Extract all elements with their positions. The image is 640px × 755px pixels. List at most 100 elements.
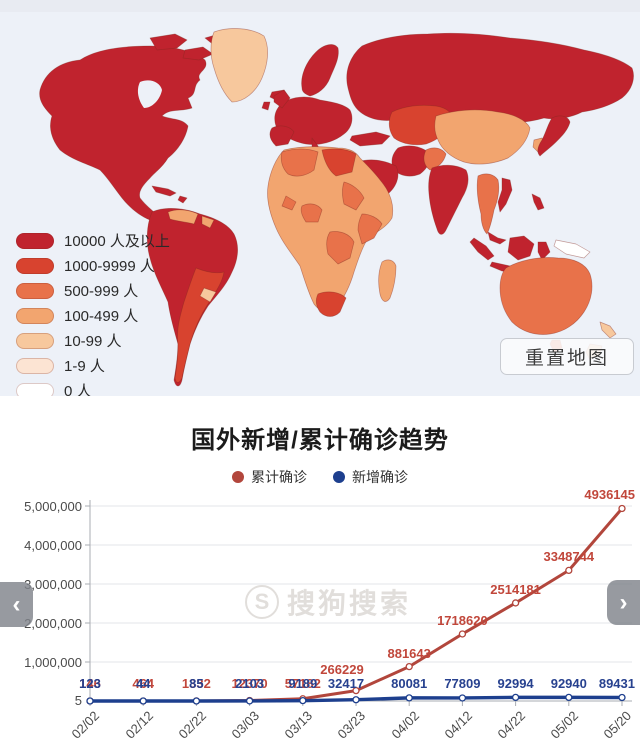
map-legend-item: 1-9 人 — [16, 353, 170, 378]
data-point-label: 77809 — [444, 676, 481, 691]
data-point[interactable] — [352, 696, 360, 704]
data-point[interactable] — [458, 630, 467, 638]
map-legend-item: 100-499 人 — [16, 303, 170, 328]
map-legend-item: 0 人 — [16, 378, 170, 403]
data-point[interactable] — [405, 662, 413, 671]
data-point[interactable] — [618, 693, 626, 702]
data-point-label: 266229 — [320, 662, 364, 677]
map-legend-item: 500-999 人 — [16, 278, 170, 303]
prev-arrow-button[interactable]: ‹ — [0, 582, 33, 627]
data-point-label: 12370 — [231, 676, 268, 691]
data-point[interactable] — [565, 693, 573, 702]
data-point[interactable] — [511, 599, 520, 607]
country-arctic-island-2[interactable] — [182, 46, 214, 61]
next-arrow-button[interactable]: › — [607, 580, 640, 625]
data-point-label: 92994 — [497, 676, 534, 691]
country-algeria[interactable] — [280, 148, 319, 177]
data-point-label: 3348744 — [543, 549, 595, 565]
data-point[interactable] — [511, 693, 520, 702]
country-scandinavia[interactable] — [301, 44, 339, 97]
country-greenland[interactable] — [210, 28, 268, 103]
country-china[interactable] — [434, 109, 531, 165]
chart-legend-item[interactable]: 累计确诊 — [232, 467, 307, 487]
reset-map-button[interactable]: 重置地图 — [500, 338, 634, 375]
country-paraguay[interactable] — [199, 287, 217, 303]
legend-series-name: 累计确诊 — [251, 469, 307, 485]
country-ghana[interactable] — [281, 195, 297, 211]
data-point-label: 2103 — [235, 676, 265, 691]
data-point-label: 1718620 — [437, 612, 488, 628]
country-arctic-island-1[interactable] — [149, 33, 188, 51]
data-point[interactable] — [139, 697, 147, 705]
country-india[interactable] — [428, 164, 469, 235]
country-hispaniola[interactable] — [177, 195, 188, 204]
data-point-label: 44 — [135, 676, 151, 691]
country-philippines[interactable] — [531, 193, 545, 211]
country-uk[interactable] — [273, 89, 291, 109]
country-sudan[interactable] — [342, 181, 365, 211]
country-madagascar[interactable] — [378, 259, 397, 302]
map-legend-item: 10000 人及以上 — [16, 228, 170, 253]
legend-label: 500-999 人 — [64, 283, 139, 300]
data-point[interactable] — [192, 697, 201, 705]
data-point[interactable] — [86, 697, 94, 705]
country-sulawesi[interactable] — [537, 241, 551, 261]
data-point[interactable] — [565, 566, 573, 575]
country-iran[interactable] — [391, 145, 430, 177]
country-egypt[interactable] — [321, 148, 357, 177]
chart-legend-item[interactable]: 新增确诊 — [333, 467, 408, 487]
data-point-label: 123 — [79, 676, 101, 691]
world-choropleth-map[interactable] — [0, 0, 640, 396]
chart-canvas[interactable] — [0, 396, 640, 755]
country-nigeria[interactable] — [300, 203, 323, 223]
country-sumatra[interactable] — [469, 237, 495, 261]
data-point-label: 92940 — [550, 676, 587, 691]
data-point-label: 4936145 — [584, 487, 635, 503]
legend-swatch — [16, 232, 54, 249]
legend-label: 0 人 — [64, 383, 92, 400]
data-point-label: 464 — [132, 676, 155, 691]
country-borneo[interactable] — [507, 235, 535, 261]
chart-title: 国外新增/累计确诊趋势 — [191, 427, 449, 454]
country-ireland[interactable] — [261, 101, 271, 111]
country-cuba[interactable] — [151, 185, 177, 197]
country-thailand[interactable] — [476, 173, 500, 235]
country-south-africa[interactable] — [315, 291, 347, 317]
data-point-label: 1332 — [181, 676, 211, 691]
legend-label: 10-99 人 — [64, 333, 122, 350]
legend-swatch — [16, 357, 54, 374]
legend-swatch — [16, 307, 54, 324]
data-point-label: 89431 — [598, 676, 635, 691]
data-point-label: 881643 — [387, 645, 431, 661]
data-point[interactable] — [352, 686, 360, 695]
country-turkey[interactable] — [349, 131, 391, 147]
data-point-label: 57182 — [284, 676, 321, 691]
data-point[interactable] — [458, 694, 467, 702]
country-malaysia[interactable] — [487, 231, 507, 245]
country-africa-base[interactable] — [267, 146, 394, 312]
chart-legend: 累计确诊 新增确诊 — [0, 467, 640, 487]
data-point[interactable] — [405, 694, 413, 702]
country-pakistan[interactable] — [423, 147, 447, 171]
data-point[interactable] — [245, 697, 254, 705]
country-venezuela[interactable] — [167, 209, 199, 225]
legend-series-name: 新增确诊 — [352, 469, 408, 485]
top-strip — [0, 0, 640, 12]
country-guyana[interactable] — [201, 215, 215, 229]
country-vietnam[interactable] — [497, 177, 513, 213]
data-point-label: 146 — [79, 676, 101, 691]
country-iberia[interactable] — [269, 125, 295, 147]
data-point-label: 85 — [189, 676, 204, 691]
legend-dot-icon — [232, 471, 244, 483]
y-axis-label: 2,000,000 — [24, 616, 82, 631]
map-legend-item: 1000-9999 人 — [16, 253, 170, 278]
country-japan[interactable] — [537, 115, 571, 157]
data-point[interactable] — [618, 504, 626, 513]
country-australia[interactable] — [499, 257, 593, 335]
country-drc[interactable] — [326, 231, 355, 265]
country-ethiopia[interactable] — [357, 213, 383, 245]
data-point[interactable] — [299, 696, 307, 705]
line-chart-plot[interactable]: 5,000,000 4,000,000 3,000,000 2,000,000 1,00… — [0, 396, 640, 755]
country-new-zealand-north[interactable] — [599, 321, 617, 339]
country-new-guinea[interactable] — [553, 239, 591, 259]
